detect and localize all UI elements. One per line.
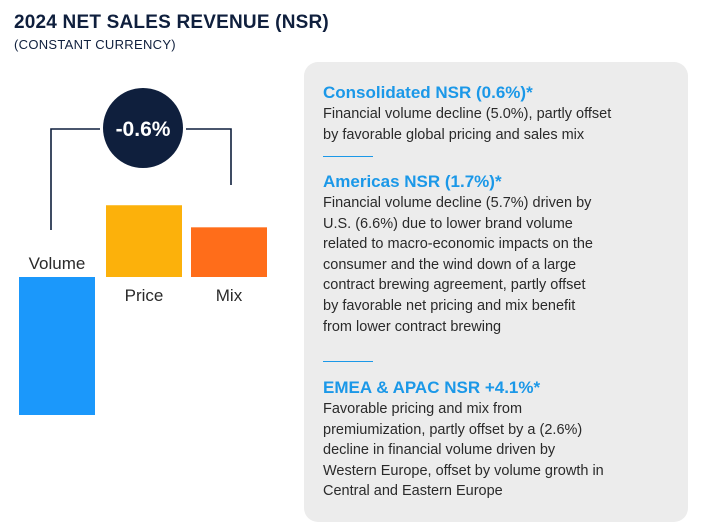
body-line: from lower contract brewing: [323, 318, 502, 335]
body-line: Western Europe, offset by volume growth …: [323, 462, 604, 479]
body-line: contract brewing agreement, partly offse…: [323, 277, 586, 294]
tick-label-volume: Volume: [29, 254, 86, 273]
emea-apac-title: EMEA & APAC NSR +4.1%*: [323, 378, 541, 397]
section-divider: [323, 156, 373, 157]
americas-body: Financial volume decline (5.7%) driven b…: [323, 193, 683, 337]
bar-mix: [191, 227, 267, 277]
body-line: decline in financial volume driven by: [323, 442, 556, 459]
body-line: related to macro-economic impacts on the: [323, 236, 593, 253]
total-badge-label: -0.6%: [116, 118, 171, 141]
connector-right: [186, 128, 232, 185]
bar-price: [106, 205, 182, 277]
connector-left: [50, 128, 100, 230]
consolidated-body: Financial volume decline (5.0%), partly …: [323, 104, 683, 145]
body-line: Financial volume decline (5.0%), partly …: [323, 106, 612, 122]
tick-label-price: Price: [125, 286, 164, 305]
nsr-waterfall-chart: -0.6% Volume Price Mix: [19, 88, 267, 415]
emea-apac-body: Favorable pricing and mix from premiumiz…: [323, 399, 683, 502]
consolidated-title: Consolidated NSR (0.6%)*: [323, 83, 533, 102]
body-line: by favorable global pricing and sales mi…: [323, 126, 585, 143]
body-line: premiumization, partly offset by a (2.6%…: [323, 421, 583, 438]
body-line: Favorable pricing and mix from: [323, 401, 523, 417]
emea-apac-section: EMEA & APAC NSR +4.1%* Favorable pricing…: [323, 377, 683, 502]
body-line: consumer and the wind down of a large: [323, 256, 577, 273]
page-title: 2024 NET SALES REVENUE (NSR): [14, 12, 329, 33]
body-line: U.S. (6.6%) due to lower brand volume: [323, 215, 573, 232]
americas-section: Americas NSR (1.7%)* Financial volume de…: [323, 171, 683, 337]
tick-label-mix: Mix: [216, 286, 243, 305]
commentary-panel: [304, 62, 688, 522]
consolidated-section: Consolidated NSR (0.6%)* Financial volum…: [323, 82, 683, 145]
body-line: Financial volume decline (5.7%) driven b…: [323, 195, 592, 211]
page-subtitle: (CONSTANT CURRENCY): [14, 37, 176, 52]
body-line: Central and Eastern Europe: [323, 483, 503, 500]
total-badge: [103, 88, 183, 168]
bar-volume: [19, 277, 95, 415]
section-divider: [323, 361, 373, 362]
americas-title: Americas NSR (1.7%)*: [323, 172, 502, 191]
body-line: by favorable net pricing and mix benefit: [323, 297, 576, 314]
